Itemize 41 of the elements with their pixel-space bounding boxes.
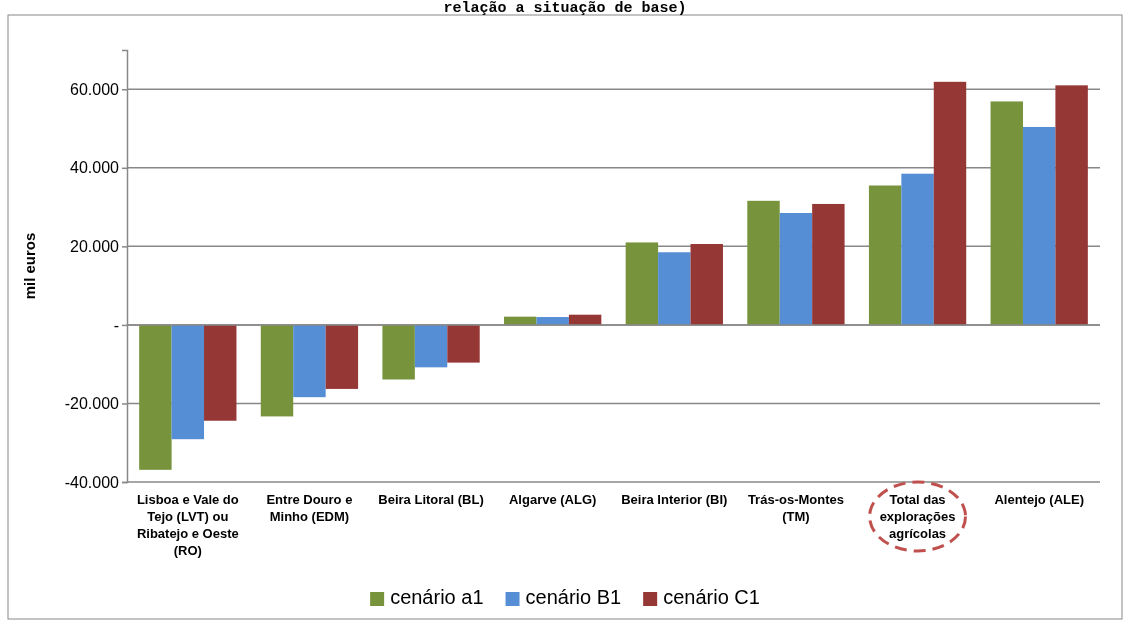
x-tick-label: Alentejo (ALE)	[994, 492, 1084, 507]
x-tick-label: Beira Interior (BI)	[621, 492, 728, 507]
y-tick-label: -40.000	[64, 473, 120, 491]
bar	[536, 317, 569, 325]
x-tick-label: Total das explorações agrícolas	[879, 492, 956, 541]
y-tick-label: -20.000	[64, 395, 120, 413]
bar	[690, 244, 723, 325]
x-tick-label: Trás-os-Montes (TM)	[747, 492, 844, 524]
bar	[990, 101, 1023, 325]
legend-label: cenário a1	[390, 586, 484, 608]
bar	[658, 252, 691, 325]
bar	[325, 324, 359, 389]
bar	[447, 324, 480, 363]
bar	[1022, 126, 1056, 325]
bar	[747, 200, 780, 325]
x-tick-label: Entre Douro e Minho (EDM)	[266, 492, 353, 524]
legend-label: cenário B1	[525, 586, 622, 608]
bar	[1055, 85, 1088, 325]
legend-label: cenário C1	[663, 586, 760, 608]
bar	[812, 203, 845, 325]
chart-title: relação a situação de base)	[443, 0, 687, 17]
bar	[382, 324, 415, 380]
bar	[933, 81, 967, 325]
bar	[293, 324, 326, 398]
bar	[171, 324, 205, 440]
bar	[779, 212, 813, 325]
bar	[901, 173, 934, 325]
bar	[204, 324, 237, 421]
bar	[139, 324, 172, 470]
bar	[868, 185, 902, 325]
y-tick-label: 20.000	[70, 237, 120, 255]
y-tick-label: -	[113, 316, 119, 334]
y-tick-label: 60.000	[70, 80, 120, 98]
bar	[625, 242, 659, 325]
x-tick-label: Lisboa e Vale do Tejo (LVT) ou Ribatejo e Oeste (RO)	[136, 492, 239, 558]
bar	[260, 324, 294, 417]
y-tick-label: 40.000	[70, 159, 120, 177]
x-tick-label: Beira Litoral (BL)	[378, 492, 484, 507]
x-tick-label: Algarve (ALG)	[508, 492, 597, 507]
bar	[414, 324, 448, 368]
y-axis-title: mil euros	[21, 232, 38, 300]
